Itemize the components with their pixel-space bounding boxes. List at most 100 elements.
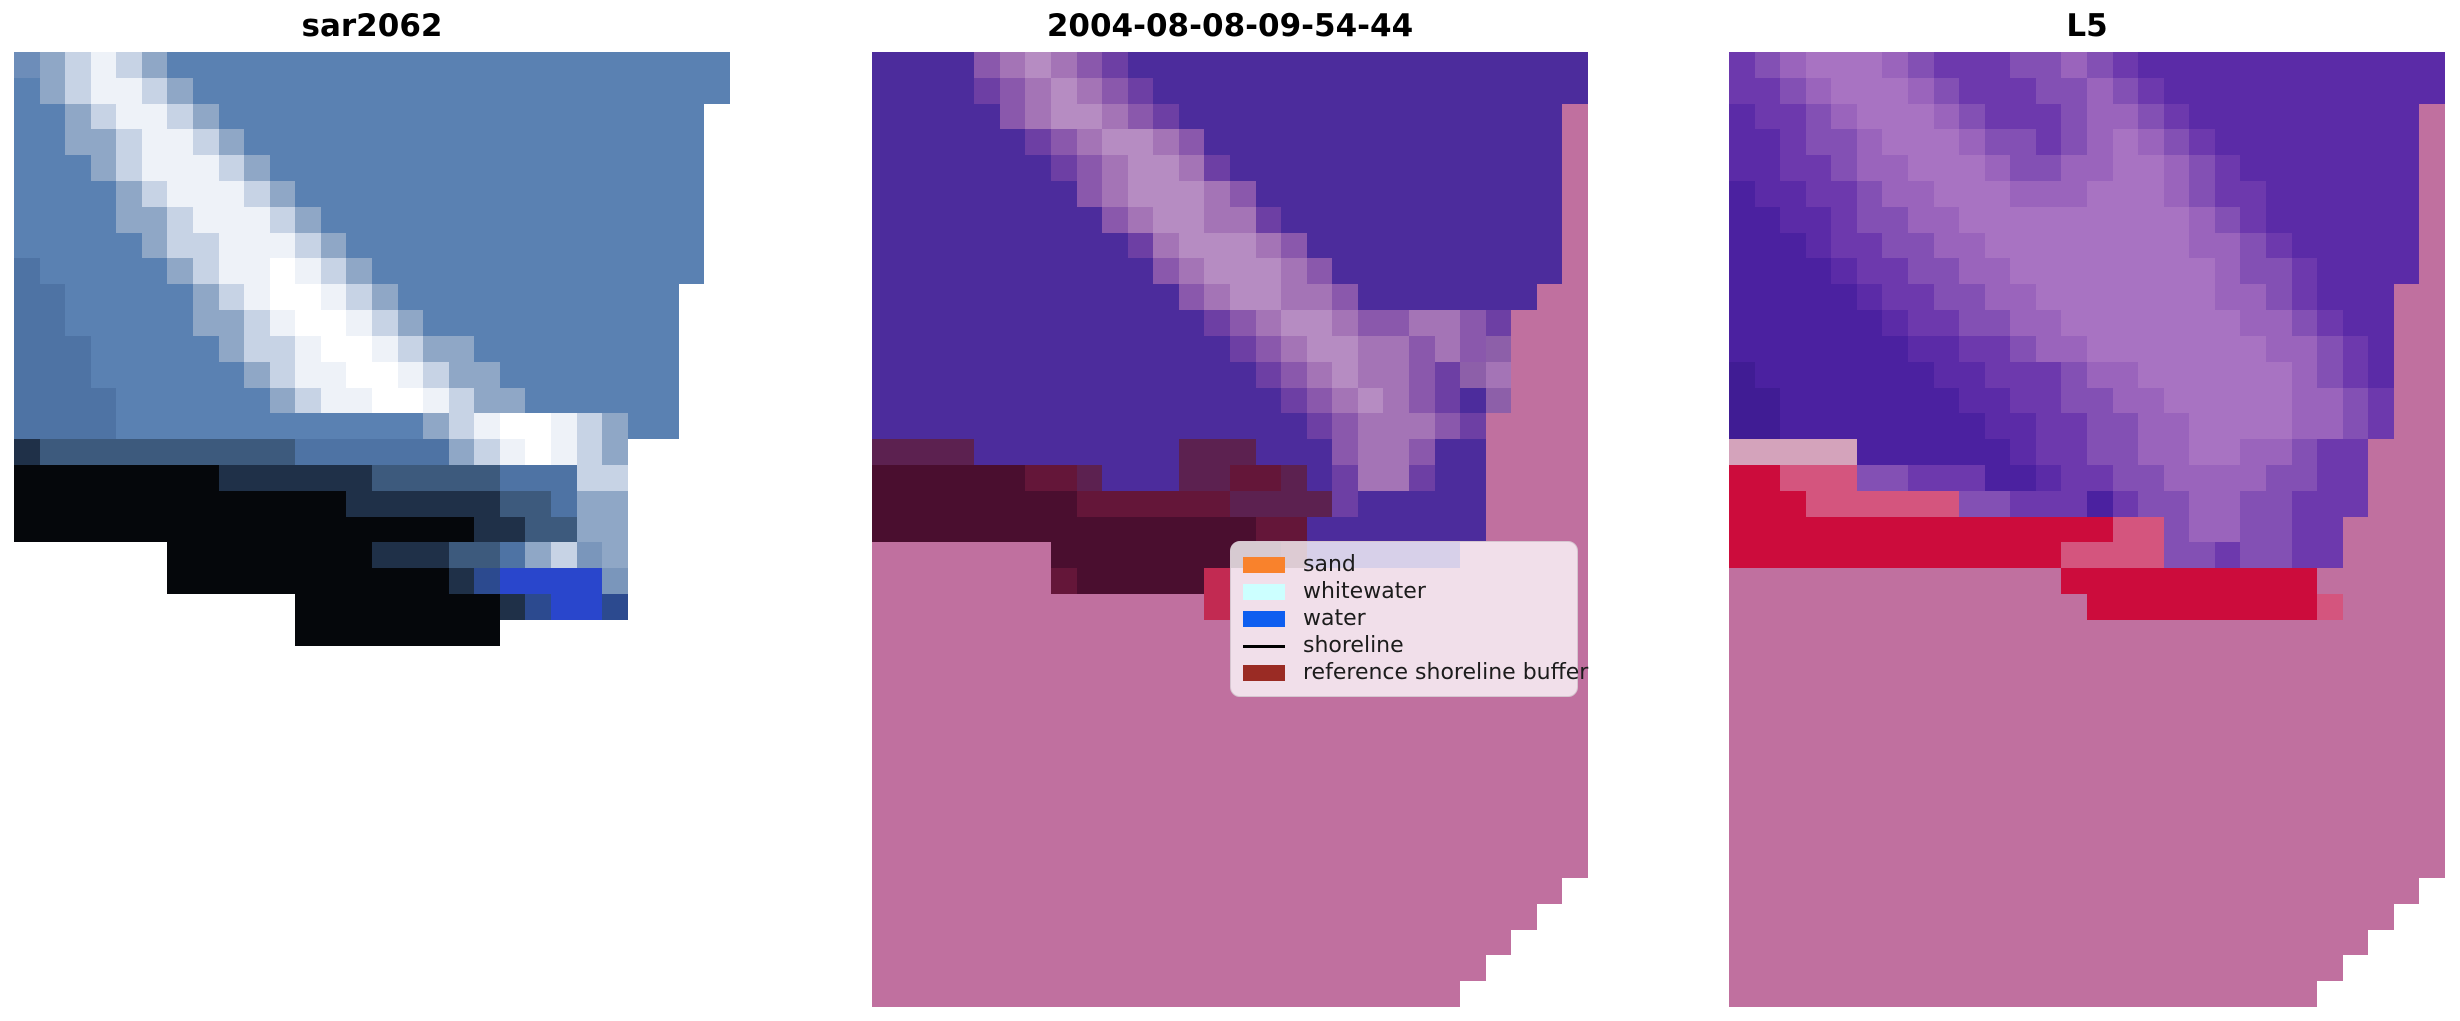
pixel-cell <box>1050 232 1077 259</box>
pixel-cell <box>116 620 142 646</box>
pixel-cell <box>2342 77 2369 104</box>
pixel-cell <box>1460 129 1486 156</box>
pixel-cell <box>1831 206 1857 233</box>
pixel-cell <box>2291 981 2318 1007</box>
pixel-cell <box>602 749 628 775</box>
pixel-cell <box>192 464 219 491</box>
pixel-cell <box>320 361 347 388</box>
pixel-cell <box>2393 723 2420 749</box>
pixel-cell <box>2010 129 2036 156</box>
pixel-cell <box>628 439 654 465</box>
pixel-cell <box>1383 310 1409 336</box>
pixel-cell <box>2010 800 2036 827</box>
pixel-cell <box>1408 439 1435 465</box>
pixel-cell <box>320 387 347 414</box>
pixel-cell <box>2419 800 2445 827</box>
legend: sand whitewater water shoreline referenc… <box>1230 541 1588 697</box>
pixel-cell <box>2342 52 2369 78</box>
pixel-cell <box>1383 774 1409 801</box>
pixel-cell <box>244 568 270 595</box>
pixel-cell <box>948 671 975 698</box>
pixel-cell <box>577 723 603 749</box>
pixel-cell <box>897 232 924 259</box>
pixel-cell <box>346 129 372 156</box>
pixel-cell <box>39 77 66 104</box>
pixel-cell <box>1907 464 1934 491</box>
pixel-cell <box>653 155 679 182</box>
pixel-cell <box>679 491 705 517</box>
pixel-cell <box>1102 232 1128 259</box>
pixel-cell <box>1383 77 1409 104</box>
pixel-cell <box>192 155 219 182</box>
pixel-cell <box>2419 284 2445 311</box>
pixel-cell <box>897 697 924 724</box>
pixel-cell <box>1102 929 1128 956</box>
pixel-cell <box>90 516 117 543</box>
pixel-cell <box>923 155 949 182</box>
pixel-cell <box>141 258 168 285</box>
pixel-cell <box>1255 981 1282 1007</box>
pixel-cell <box>999 723 1026 749</box>
pixel-cell <box>1754 774 1781 801</box>
pixel-cell <box>192 206 219 233</box>
pixel-cell <box>1153 129 1179 156</box>
pixel-cell <box>2010 774 2036 801</box>
pixel-cell <box>474 930 500 956</box>
pixel-cell <box>2393 697 2420 724</box>
pixel-cell <box>1780 181 1806 207</box>
pixel-cell <box>192 361 219 388</box>
pixel-cell <box>1485 929 1512 956</box>
pixel-cell <box>704 362 730 388</box>
pixel-cell <box>627 77 654 104</box>
pixel-cell <box>1127 594 1154 620</box>
pixel-cell <box>116 646 142 672</box>
pixel-cell <box>295 697 321 723</box>
pixel-cell <box>679 671 705 697</box>
pixel-cell <box>1306 413 1333 440</box>
pixel-cell <box>923 77 949 104</box>
pixel-cell <box>704 801 730 827</box>
pixel-cell <box>2086 129 2113 156</box>
sar-image <box>14 52 730 1007</box>
pixel-cell <box>398 801 424 827</box>
pixel-cell <box>1729 310 1755 336</box>
pixel-cell <box>2112 852 2139 878</box>
pixel-cell <box>218 387 245 414</box>
pixel-cell <box>897 774 924 801</box>
pixel-cell <box>576 464 603 491</box>
pixel-cell <box>1357 490 1384 517</box>
pixel-cell <box>2342 284 2369 311</box>
pixel-cell <box>1434 903 1461 930</box>
pixel-cell <box>116 749 142 775</box>
pixel-cell <box>2291 361 2318 388</box>
pixel-cell <box>320 619 347 646</box>
pixel-cell <box>628 775 654 801</box>
pixel-cell <box>1780 439 1806 465</box>
pixel-cell <box>2010 594 2036 620</box>
pixel-cell <box>974 232 1000 259</box>
pixel-cell <box>678 52 705 78</box>
pixel-cell <box>295 801 321 827</box>
pixel-cell <box>2265 619 2292 646</box>
pixel-cell <box>91 697 117 723</box>
pixel-cell <box>116 284 142 311</box>
pixel-cell <box>872 774 898 801</box>
pixel-cell <box>525 413 551 440</box>
pixel-cell <box>1127 181 1154 207</box>
pixel-cell <box>923 903 949 930</box>
pixel-cell <box>1178 464 1205 491</box>
pixel-cell <box>1383 413 1409 440</box>
pixel-cell <box>897 671 924 698</box>
pixel-cell <box>398 852 424 878</box>
pixel-cell <box>1434 387 1461 414</box>
pixel-cell <box>999 206 1026 233</box>
pixel-cell <box>320 516 347 543</box>
pixel-cell <box>295 723 321 749</box>
pixel-cell <box>167 103 193 130</box>
pixel-cell <box>2317 800 2343 827</box>
pixel-cell <box>1485 129 1512 156</box>
pixel-cell <box>897 981 924 1007</box>
pixel-cell <box>2368 930 2394 956</box>
pixel-cell <box>1562 181 1588 207</box>
pixel-cell <box>1025 413 1051 440</box>
